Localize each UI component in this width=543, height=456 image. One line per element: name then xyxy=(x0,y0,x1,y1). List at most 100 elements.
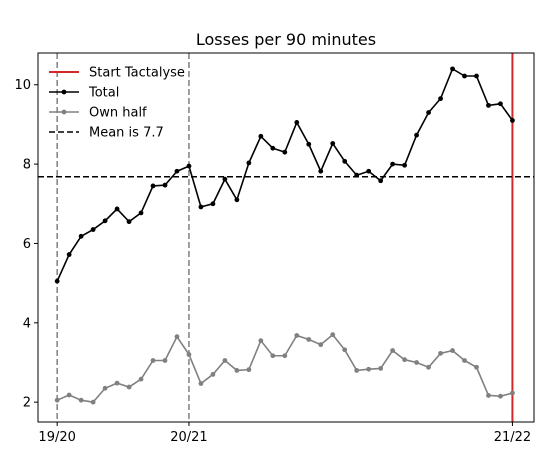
own-half-point xyxy=(378,366,384,371)
own-half-point xyxy=(330,332,336,338)
own-half-point xyxy=(510,390,515,396)
own-half-point xyxy=(90,399,96,405)
total-point xyxy=(270,145,276,151)
total-point xyxy=(342,158,348,164)
own-half-series-line xyxy=(56,333,513,404)
total-point xyxy=(510,118,515,123)
total-point xyxy=(210,201,216,207)
own-half-point xyxy=(54,397,60,403)
total-point xyxy=(186,163,192,169)
total-point xyxy=(462,73,467,79)
own-half-point xyxy=(354,368,360,373)
own-half-point xyxy=(450,348,455,353)
own-half-point xyxy=(222,358,228,363)
total-point xyxy=(138,210,144,216)
own-half-point xyxy=(282,353,288,359)
legend-marker-total xyxy=(61,89,67,95)
total-point xyxy=(126,219,132,225)
total-point xyxy=(90,227,96,232)
total-point xyxy=(258,133,264,139)
own-half-point xyxy=(138,376,144,382)
total-point xyxy=(54,278,60,284)
legend-label-mean-is-7-7: Mean is 7.7 xyxy=(89,126,164,141)
own-half-point xyxy=(498,393,503,399)
total-point xyxy=(162,182,168,188)
y-tick-label: 4 xyxy=(23,316,31,331)
total-point xyxy=(234,197,240,203)
x-tick-label: 20/21 xyxy=(170,430,207,445)
x-tick-label: 21/22 xyxy=(494,430,531,445)
own-half-point xyxy=(462,358,467,363)
own-half-point xyxy=(258,338,264,344)
plot-frame xyxy=(37,52,535,423)
total-point xyxy=(366,168,372,174)
total-point xyxy=(282,149,288,155)
total-point xyxy=(486,102,491,108)
own-half-point xyxy=(126,384,132,390)
own-half-point xyxy=(318,342,324,348)
axes: 19/20 20/21 21/22 2 4 6 8 10 xyxy=(14,78,531,445)
total-point xyxy=(102,218,108,224)
legend-label-own-half: Own half xyxy=(89,106,147,121)
own-half-point xyxy=(234,368,240,373)
total-point xyxy=(414,132,419,138)
legend-label-start-tactalyse: Start Tactalyse xyxy=(89,66,185,81)
total-point xyxy=(426,110,431,115)
total-point xyxy=(246,160,252,166)
legend: Start Tactalyse Total Own half Mean is 7.7 xyxy=(49,66,185,141)
own-half-point xyxy=(402,357,408,363)
own-half-point xyxy=(474,364,479,370)
own-half-point xyxy=(198,381,204,386)
y-tick-label: 6 xyxy=(23,237,31,252)
total-point xyxy=(150,183,156,189)
own-half-point xyxy=(66,392,72,398)
total-point xyxy=(402,162,408,168)
y-tick-label: 8 xyxy=(23,158,31,173)
total-point xyxy=(66,252,72,257)
own-half-point xyxy=(186,352,192,357)
y-tick-label: 2 xyxy=(23,396,31,411)
own-half-point xyxy=(294,333,300,338)
x-tick-label: 19/20 xyxy=(38,430,75,445)
own-half-point xyxy=(342,347,348,353)
total-point xyxy=(330,141,336,146)
own-half-point xyxy=(414,360,419,365)
total-point xyxy=(222,176,228,182)
legend-marker-own-half xyxy=(61,109,67,115)
own-half-point xyxy=(210,371,216,377)
chart-title: Losses per 90 minutes xyxy=(196,30,376,49)
own-half-point xyxy=(162,358,168,363)
total-point xyxy=(294,120,300,125)
total-point xyxy=(78,233,84,239)
own-half-point xyxy=(174,334,180,340)
own-half-point xyxy=(306,337,312,342)
plot-area xyxy=(38,53,534,422)
own-half-point xyxy=(150,358,156,363)
total-point xyxy=(354,172,360,178)
total-point xyxy=(174,168,180,174)
own-half-point xyxy=(114,380,120,386)
total-point xyxy=(450,66,455,72)
total-point xyxy=(198,204,204,210)
total-point xyxy=(318,168,324,174)
own-half-point xyxy=(426,364,431,370)
own-half-point xyxy=(78,397,84,403)
own-half-point xyxy=(102,385,108,391)
legend-label-total: Total xyxy=(88,86,119,101)
own-half-point xyxy=(438,350,443,356)
own-half-point xyxy=(270,353,276,359)
own-half-point xyxy=(390,348,396,353)
own-half-point xyxy=(486,393,491,398)
y-tick-label: 10 xyxy=(14,78,31,93)
total-series-line xyxy=(56,67,514,282)
total-point xyxy=(114,206,120,212)
total-point xyxy=(438,96,443,102)
total-point xyxy=(498,101,503,107)
total-point xyxy=(378,178,384,184)
total-point xyxy=(306,141,312,147)
own-half-point xyxy=(246,367,252,373)
total-point xyxy=(474,73,479,79)
own-half-point xyxy=(366,366,372,372)
total-point xyxy=(390,161,396,167)
